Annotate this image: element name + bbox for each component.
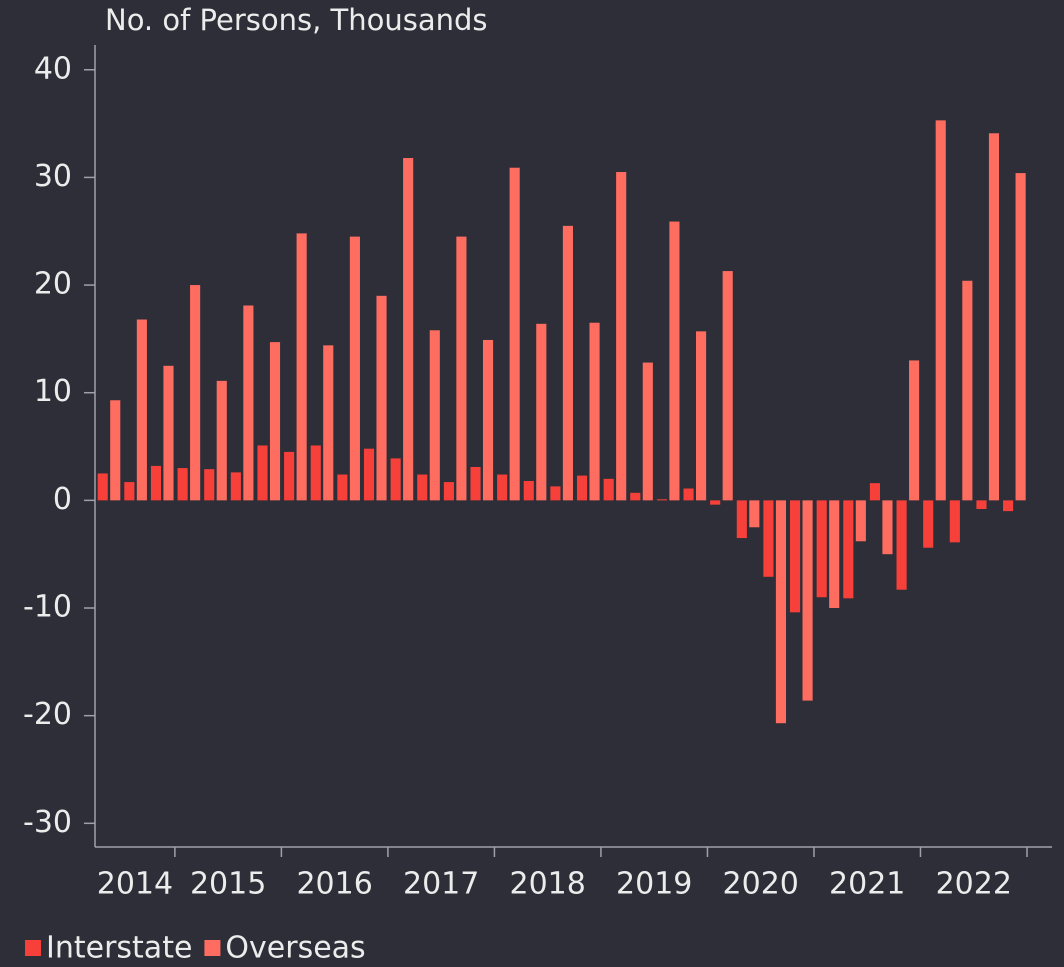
bar bbox=[949, 500, 960, 543]
bar bbox=[763, 500, 774, 577]
bar bbox=[603, 478, 614, 501]
bar bbox=[390, 458, 401, 501]
legend-label: Overseas bbox=[225, 931, 365, 966]
y-tick-label: 20 bbox=[34, 267, 72, 302]
bar bbox=[417, 474, 428, 501]
bar bbox=[216, 380, 227, 501]
y-axis-label: No. of Persons, Thousands bbox=[105, 3, 488, 37]
bar bbox=[562, 225, 573, 501]
bar bbox=[110, 400, 121, 501]
bar bbox=[722, 271, 733, 501]
y-tick-label: 30 bbox=[34, 159, 72, 194]
bar bbox=[669, 221, 680, 501]
bar bbox=[136, 319, 147, 501]
x-tick-label: 2014 bbox=[97, 867, 173, 902]
bar bbox=[855, 500, 866, 542]
bar bbox=[296, 233, 307, 501]
bar bbox=[1003, 500, 1014, 512]
bar bbox=[363, 448, 375, 501]
bar bbox=[482, 339, 494, 501]
bar bbox=[257, 445, 268, 501]
bar bbox=[656, 499, 667, 501]
bar bbox=[630, 492, 641, 501]
bar bbox=[976, 500, 987, 509]
bar bbox=[443, 482, 454, 501]
legend-swatch bbox=[204, 940, 221, 956]
bar bbox=[284, 451, 295, 501]
bar bbox=[869, 483, 881, 501]
bar bbox=[882, 500, 893, 555]
x-tick-label: 2021 bbox=[829, 867, 905, 902]
bar bbox=[429, 330, 440, 501]
x-tick-label: 2017 bbox=[403, 867, 479, 902]
bar bbox=[642, 362, 653, 501]
bar bbox=[988, 133, 1000, 501]
bar bbox=[337, 474, 348, 501]
bar bbox=[962, 280, 973, 501]
bar bbox=[736, 500, 747, 539]
bar bbox=[163, 365, 174, 501]
bar bbox=[190, 285, 201, 501]
x-tick-label: 2016 bbox=[296, 867, 372, 902]
bar bbox=[509, 167, 520, 501]
bar bbox=[497, 474, 508, 501]
bar bbox=[177, 468, 188, 501]
bar bbox=[403, 158, 414, 501]
bar bbox=[616, 172, 627, 501]
bar bbox=[710, 500, 721, 505]
bar bbox=[923, 500, 934, 548]
bar bbox=[204, 469, 215, 501]
y-tick-label: -10 bbox=[23, 590, 72, 625]
bar bbox=[470, 466, 481, 501]
bar bbox=[935, 120, 946, 501]
y-tick-label: -20 bbox=[23, 697, 72, 732]
x-tick-label: 2018 bbox=[510, 867, 586, 902]
x-tick-label: 2022 bbox=[936, 867, 1012, 902]
bar bbox=[909, 360, 920, 501]
bar bbox=[896, 500, 907, 590]
bar bbox=[243, 305, 254, 501]
x-tick-label: 2015 bbox=[190, 867, 266, 902]
bar bbox=[230, 472, 241, 501]
bar bbox=[816, 500, 827, 598]
bar bbox=[150, 465, 162, 501]
x-tick-label: 2019 bbox=[616, 867, 692, 902]
bar bbox=[310, 445, 321, 501]
bar bbox=[589, 322, 600, 501]
bar bbox=[576, 475, 588, 501]
bar bbox=[696, 331, 707, 501]
y-tick-label: 40 bbox=[34, 51, 72, 86]
bar bbox=[1015, 173, 1026, 501]
bar bbox=[269, 342, 281, 501]
bar bbox=[749, 500, 760, 528]
bar bbox=[523, 480, 534, 501]
bar bbox=[97, 473, 108, 501]
bar bbox=[323, 345, 334, 501]
bar bbox=[124, 482, 135, 501]
bar bbox=[829, 500, 840, 609]
legend-label: Interstate bbox=[46, 931, 192, 966]
y-tick-label: -30 bbox=[23, 805, 72, 840]
bar bbox=[775, 500, 787, 724]
bar bbox=[790, 500, 801, 613]
legend-swatch bbox=[25, 940, 41, 956]
bar bbox=[550, 486, 561, 501]
bar bbox=[683, 488, 694, 501]
y-tick-label: 0 bbox=[53, 482, 72, 517]
bar bbox=[802, 500, 813, 701]
bar bbox=[376, 295, 387, 501]
bar bbox=[456, 236, 467, 501]
bar bbox=[536, 323, 547, 501]
x-tick-label: 2020 bbox=[723, 867, 799, 902]
bar bbox=[349, 236, 360, 501]
bar bbox=[843, 500, 854, 599]
y-tick-label: 10 bbox=[34, 374, 72, 409]
